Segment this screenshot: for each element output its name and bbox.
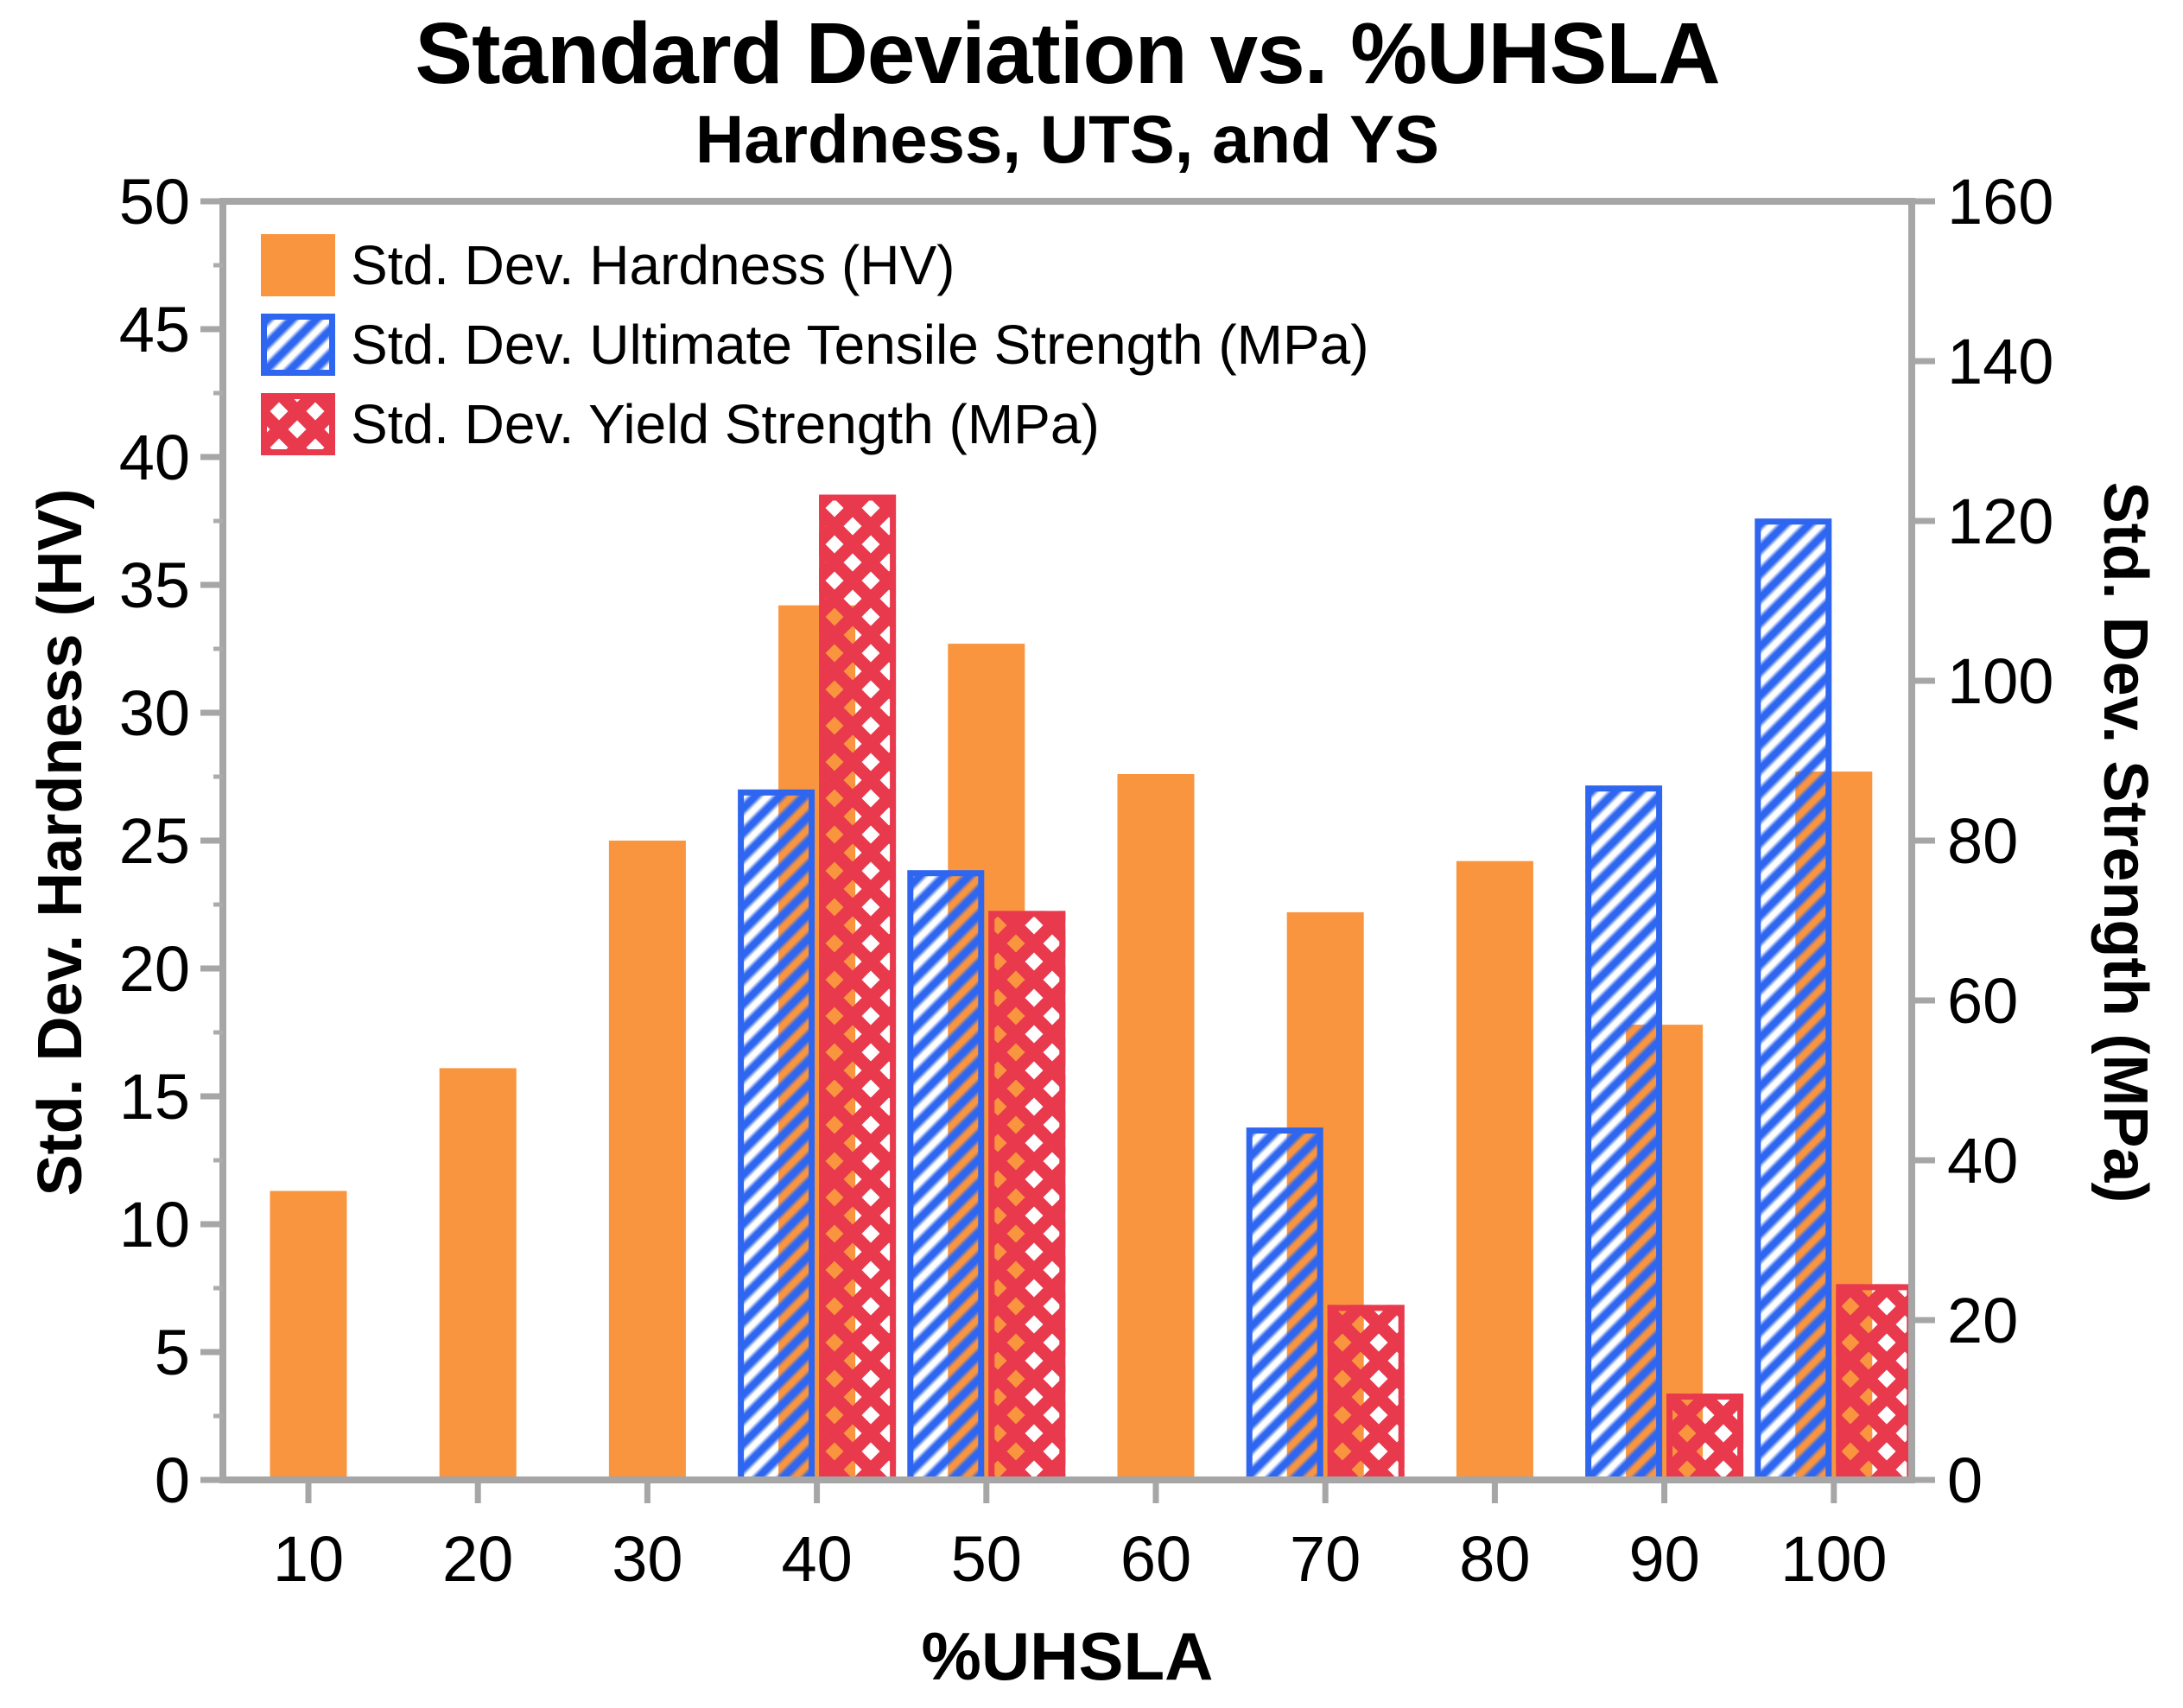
legend: Std. Dev. Hardness (HV) Std. Dev. Ultima…	[261, 234, 1369, 455]
x-tick-label: 20	[442, 1523, 513, 1595]
bar-hardness-20	[439, 1068, 517, 1483]
bar-ys-90-fill	[1666, 1394, 1744, 1483]
y-left-tick-label: 15	[119, 1061, 190, 1133]
y-right-tick-label: 40	[1947, 1125, 2018, 1197]
x-tick-label: 70	[1290, 1523, 1361, 1595]
legend-swatch-uts	[261, 314, 335, 376]
y-left-tick-label: 50	[119, 166, 190, 238]
legend-item-hardness: Std. Dev. Hardness (HV)	[261, 234, 1369, 296]
y-right-tick-label: 140	[1947, 326, 2053, 397]
chart-title: Standard Deviation vs. %UHSLA	[415, 5, 1720, 102]
bar-hardness-60	[1117, 774, 1195, 1483]
left-axis-title: Std. Dev. Hardness (HV)	[26, 488, 95, 1197]
x-axis-title: %UHSLA	[921, 1618, 1214, 1694]
y-right-tick-label: 80	[1947, 805, 2018, 877]
y-left-tick-label: 10	[119, 1189, 190, 1260]
bar-uts-100	[1755, 518, 1832, 1484]
legend-label-hardness: Std. Dev. Hardness (HV)	[351, 234, 955, 296]
x-tick-label: 10	[273, 1523, 344, 1595]
bar-uts-50	[907, 870, 985, 1483]
x-tick-label: 50	[951, 1523, 1022, 1595]
bar-ys-70-fill	[1327, 1305, 1405, 1483]
y-left-tick-label: 5	[155, 1317, 190, 1388]
chart-titles: Standard Deviation vs. %UHSLA Hardness, …	[223, 9, 1912, 173]
bar-ys-100-fill	[1836, 1284, 1913, 1483]
y-left-tick-label: 35	[119, 549, 190, 621]
legend-item-ys: Std. Dev. Yield Strength (MPa)	[261, 393, 1369, 455]
y-right-tick-label: 0	[1947, 1444, 1983, 1516]
uts-pattern-swatch-icon	[261, 314, 335, 376]
hardness-swatch-icon	[261, 234, 335, 296]
y-right-tick-label: 160	[1947, 166, 2053, 238]
x-tick-label: 80	[1459, 1523, 1530, 1595]
x-tick-label: 30	[612, 1523, 682, 1595]
x-tick-label: 90	[1628, 1523, 1699, 1595]
y-left-tick-label: 30	[119, 677, 190, 749]
legend-label-ys: Std. Dev. Yield Strength (MPa)	[351, 393, 1100, 455]
bar-uts-40	[738, 789, 815, 1483]
right-axis-title: Std. Dev. Strength (MPa)	[2091, 481, 2160, 1203]
y-left-tick-label: 25	[119, 805, 190, 877]
bar-hardness-80	[1456, 860, 1533, 1483]
x-tick-label: 100	[1780, 1523, 1887, 1595]
y-right-tick-label: 120	[1947, 486, 2053, 557]
y-left-tick-label: 0	[155, 1444, 190, 1516]
legend-item-uts: Std. Dev. Ultimate Tensile Strength (MPa…	[261, 314, 1369, 376]
ys-pattern-swatch-icon	[261, 393, 335, 455]
y-left-tick-label: 40	[119, 422, 190, 493]
y-left-tick-label: 45	[119, 294, 190, 365]
legend-swatch-ys	[261, 393, 335, 455]
legend-label-uts: Std. Dev. Ultimate Tensile Strength (MPa…	[351, 314, 1369, 376]
y-right-tick-label: 100	[1947, 645, 2053, 717]
y-right-tick-label: 60	[1947, 965, 2018, 1037]
bar-hardness-30	[608, 841, 686, 1483]
bar-ys-50-fill	[988, 911, 1066, 1483]
bar-uts-90	[1585, 785, 1663, 1483]
bar-uts-70	[1246, 1127, 1323, 1483]
legend-swatch-hardness	[261, 234, 335, 296]
chart-subtitle: Hardness, UTS, and YS	[695, 101, 1440, 177]
bar-hardness-10	[270, 1191, 347, 1483]
y-right-tick-label: 20	[1947, 1285, 2018, 1356]
x-tick-label: 60	[1120, 1523, 1191, 1595]
x-tick-label: 40	[781, 1523, 852, 1595]
y-left-tick-label: 20	[119, 933, 190, 1005]
bar-ys-40-fill	[819, 494, 897, 1483]
